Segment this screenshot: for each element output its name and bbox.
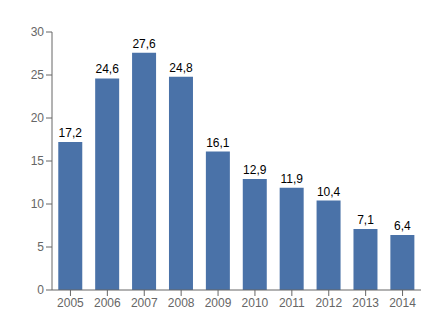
svg-text:27,6: 27,6 [132,37,156,51]
svg-text:16,1: 16,1 [206,136,230,150]
svg-text:10: 10 [31,197,45,211]
svg-text:0: 0 [37,283,44,297]
svg-text:2006: 2006 [94,296,121,310]
svg-text:24,6: 24,6 [95,62,119,76]
svg-text:2011: 2011 [279,296,305,310]
svg-text:30: 30 [31,25,45,39]
svg-text:2005: 2005 [57,296,84,310]
svg-text:15: 15 [31,154,45,168]
svg-text:25: 25 [31,68,45,82]
svg-text:2013: 2013 [352,296,379,310]
svg-text:5: 5 [37,240,44,254]
svg-text:2008: 2008 [168,296,195,310]
svg-text:24,8: 24,8 [169,61,193,75]
svg-text:2007: 2007 [131,296,158,310]
svg-text:6,4: 6,4 [394,219,411,233]
svg-text:17,2: 17,2 [59,126,83,140]
svg-text:2012: 2012 [315,296,342,310]
svg-text:2010: 2010 [242,296,269,310]
svg-text:7,1: 7,1 [357,213,374,227]
svg-text:2009: 2009 [205,296,232,310]
svg-text:11,9: 11,9 [280,172,303,186]
svg-text:12,9: 12,9 [243,163,267,177]
svg-text:20: 20 [31,111,45,125]
svg-text:2014: 2014 [389,296,416,310]
svg-text:10,4: 10,4 [317,185,341,199]
